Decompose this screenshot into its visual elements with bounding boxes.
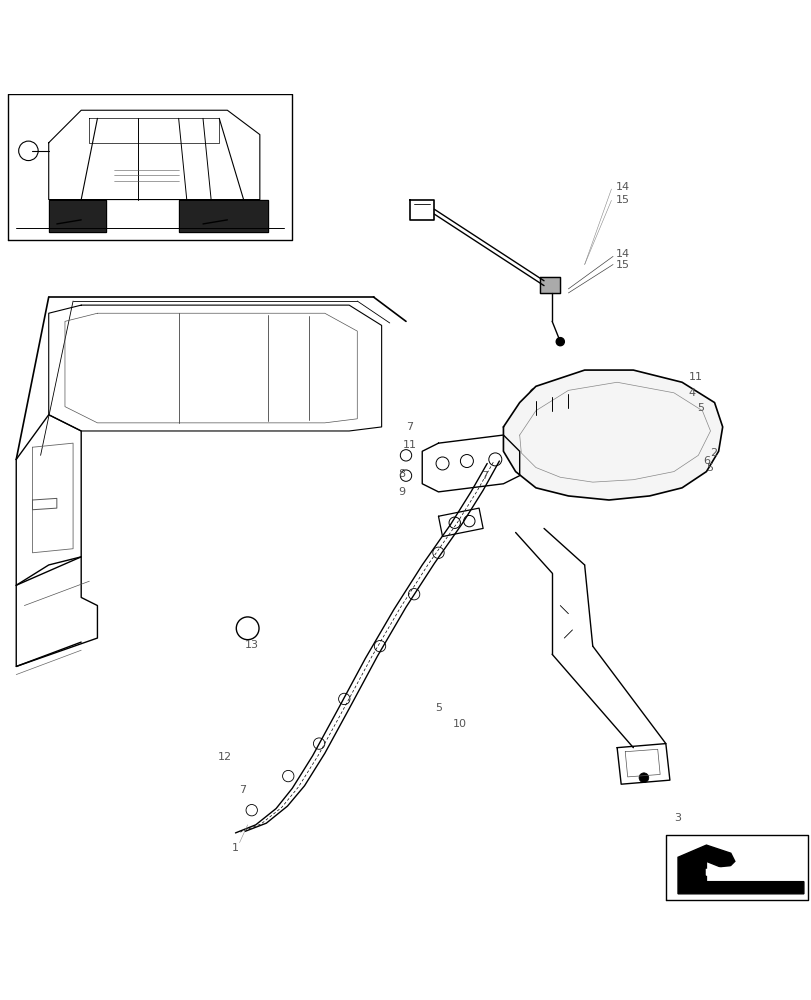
Text: 7: 7	[480, 471, 487, 481]
Text: 10: 10	[453, 719, 466, 729]
Circle shape	[638, 773, 648, 783]
Text: 14: 14	[615, 182, 629, 192]
Text: 8: 8	[397, 469, 405, 479]
Text: 5: 5	[435, 703, 442, 713]
Text: 1: 1	[231, 843, 238, 853]
Text: 3: 3	[673, 813, 680, 823]
Text: 11: 11	[402, 440, 416, 450]
Text: 2: 2	[710, 448, 717, 458]
Text: 7: 7	[406, 422, 413, 432]
Text: 15: 15	[615, 195, 629, 205]
Text: 13: 13	[245, 640, 259, 650]
Polygon shape	[706, 867, 730, 875]
Polygon shape	[665, 835, 807, 900]
Polygon shape	[503, 370, 722, 500]
Polygon shape	[49, 200, 105, 232]
Text: 7: 7	[238, 785, 246, 795]
Text: 11: 11	[688, 372, 702, 382]
Text: 9: 9	[397, 487, 405, 497]
Text: 12: 12	[217, 752, 231, 762]
Polygon shape	[178, 200, 268, 232]
Polygon shape	[677, 845, 803, 894]
Text: 14: 14	[615, 249, 629, 259]
Polygon shape	[539, 277, 560, 293]
Text: 5: 5	[696, 403, 703, 413]
Text: 5: 5	[706, 463, 713, 473]
Text: 15: 15	[615, 260, 629, 270]
Text: 6: 6	[702, 456, 710, 466]
Circle shape	[556, 338, 564, 346]
Text: 4: 4	[688, 388, 695, 398]
